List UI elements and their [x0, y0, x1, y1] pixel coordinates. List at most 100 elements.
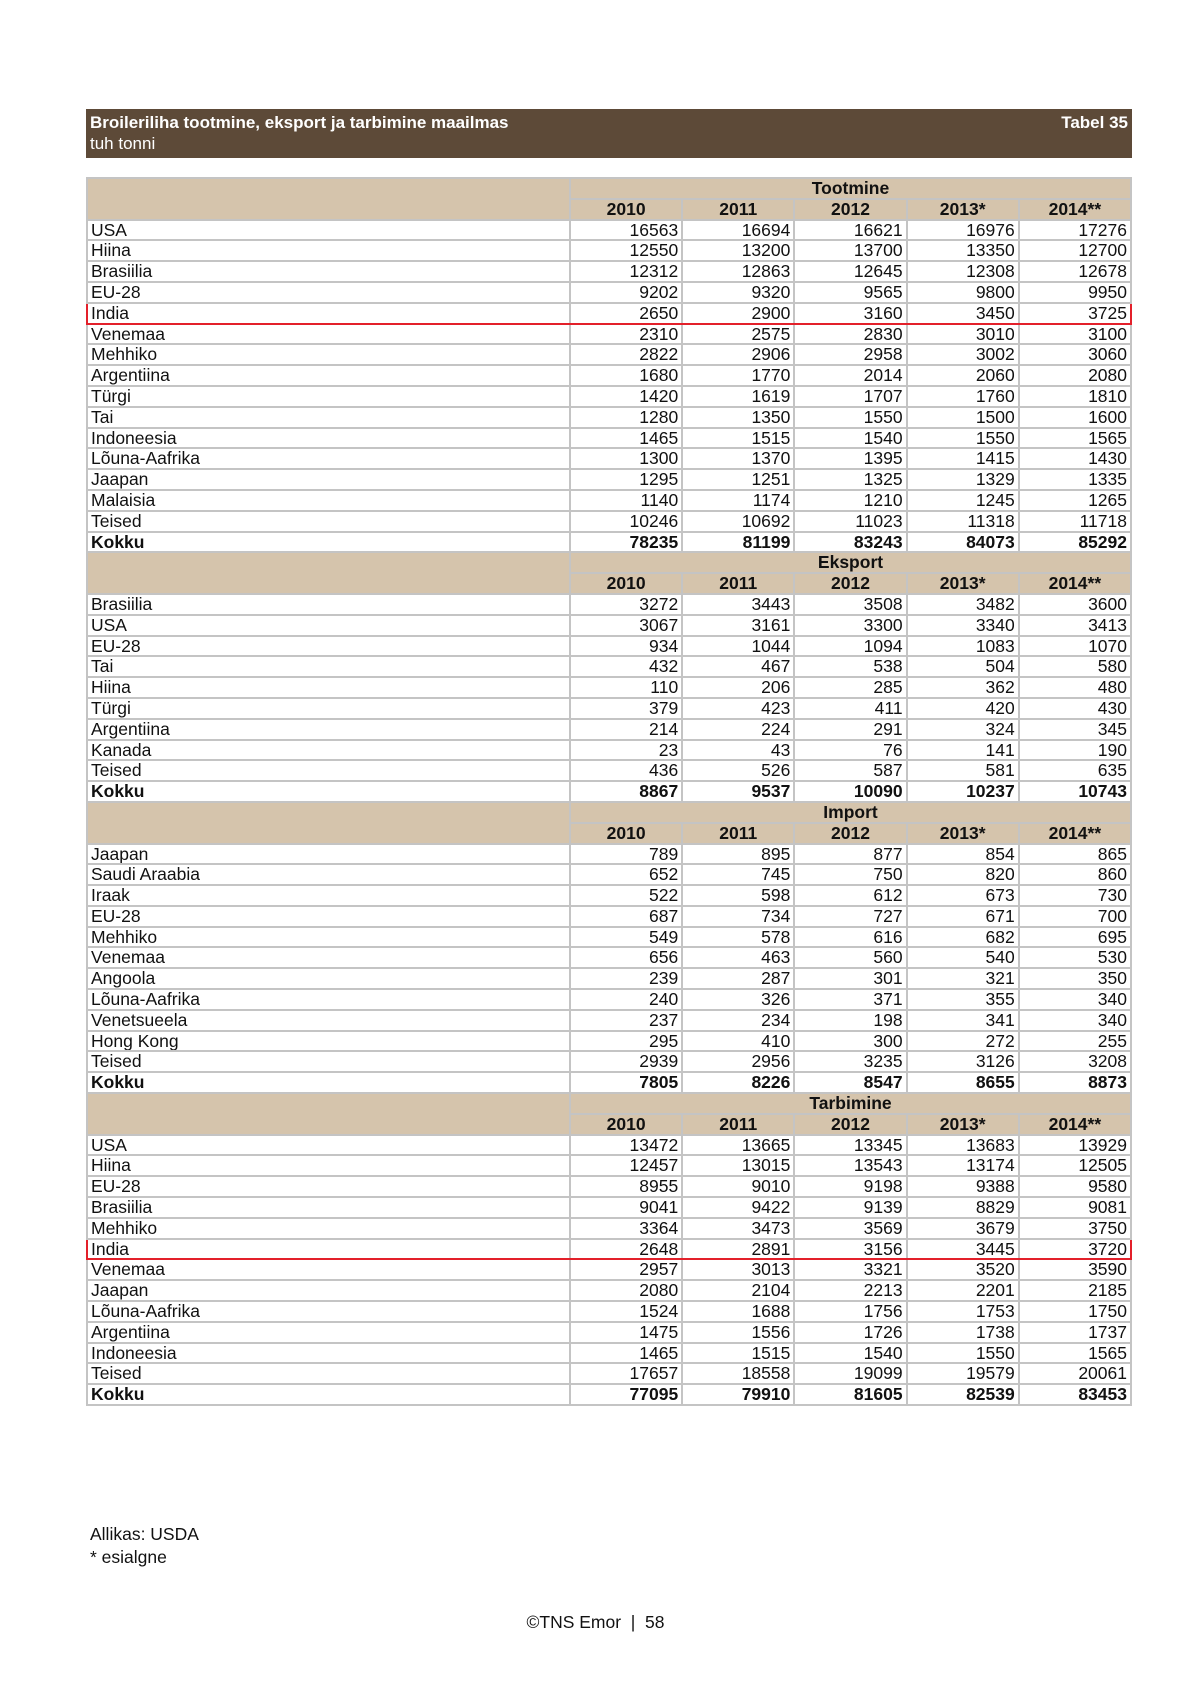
value-cell: 12457	[568, 1154, 684, 1178]
value-cell: 1756	[793, 1300, 908, 1323]
value-cell: 1515	[681, 426, 796, 450]
value-cell: 1329	[905, 468, 1020, 491]
table-row: Brasiilia 9041 9422 9139 8829 9081	[86, 1196, 1133, 1219]
value-cell: 1760	[905, 384, 1020, 408]
value-cell: 9422	[681, 1196, 796, 1219]
table-row: Venemaa 2310 2575 2830 3010 3100	[86, 322, 1133, 346]
value-cell: 3160	[793, 301, 908, 325]
table-row: Venetsueela 237 234 198 341 340	[86, 1008, 1133, 1032]
year-header: 2014**	[1017, 572, 1133, 595]
country-label: Argentiina	[86, 717, 571, 741]
value-cell: 1565	[1017, 426, 1133, 450]
value-cell: 345	[1017, 717, 1133, 741]
value-cell: 2939	[568, 1050, 684, 1074]
value-cell: 11318	[905, 509, 1020, 533]
value-cell: 3321	[793, 1258, 908, 1282]
table-row: Jaapan 789 895 877 854 865	[86, 842, 1133, 866]
value-cell: 350	[1017, 967, 1133, 991]
value-cell: 3013	[681, 1258, 796, 1282]
table-row: EU-28 8955 9010 9198 9388 9580	[86, 1175, 1133, 1199]
value-cell: 587	[793, 759, 908, 783]
value-cell: 504	[905, 655, 1020, 679]
value-cell: 1140	[568, 488, 684, 512]
value-cell: 3750	[1017, 1216, 1133, 1240]
value-cell: 13350	[905, 239, 1020, 263]
section-header: Tarbimine	[86, 1092, 1132, 1136]
table-row: Teised 10246 10692 11023 11318 11718	[86, 509, 1133, 533]
value-cell: 300	[793, 1029, 908, 1053]
year-header-row: 2010 2011 2012 2013* 2014**	[87, 1112, 1133, 1136]
country-label: EU-28	[86, 634, 571, 658]
table-row: Argentiina 1475 1556 1726 1738 1737	[86, 1320, 1133, 1344]
value-cell: 12308	[905, 260, 1020, 283]
value-cell: 598	[681, 884, 796, 907]
country-label: Hiina	[86, 676, 571, 699]
value-cell: 410	[681, 1029, 796, 1053]
value-cell: 581	[905, 759, 1020, 783]
table-row: Türgi 379 423 411 420 430	[86, 696, 1133, 720]
table-row: Argentiina 1680 1770 2014 2060 2080	[86, 364, 1133, 387]
highlighted-row: India 2650 2900 3160 3450 3725	[86, 301, 1133, 325]
table-row: Venemaa 656 463 560 540 530	[86, 946, 1133, 970]
value-cell: 8829	[905, 1196, 1020, 1219]
value-cell: 3482	[905, 592, 1020, 616]
value-cell: 2310	[568, 322, 684, 346]
value-cell: 3679	[905, 1216, 1020, 1240]
year-header: 2013*	[905, 1112, 1020, 1136]
section-title: Eksport	[569, 551, 1132, 575]
value-cell: 340	[1017, 1008, 1133, 1032]
value-cell: 240	[568, 988, 684, 1011]
value-cell: 13683	[905, 1133, 1020, 1157]
value-cell: 934	[568, 634, 684, 658]
value-cell: 8873	[1017, 1071, 1133, 1095]
value-cell: 11023	[793, 509, 908, 533]
value-cell: 9800	[905, 280, 1020, 304]
value-cell: 1556	[681, 1320, 796, 1344]
table-row: EU-28 934 1044 1094 1083 1070	[86, 634, 1133, 658]
country-label: Kokku	[86, 1071, 571, 1095]
value-cell: 8955	[568, 1175, 684, 1199]
value-cell: 578	[681, 925, 796, 949]
country-label: USA	[86, 1133, 571, 1157]
country-label: Türgi	[86, 384, 571, 408]
value-cell: 11718	[1017, 509, 1133, 533]
value-cell: 3002	[905, 343, 1020, 367]
country-label: Brasiilia	[86, 592, 571, 616]
value-cell: 423	[681, 696, 796, 720]
value-cell: 745	[681, 863, 796, 887]
country-label: Saudi Araabia	[86, 863, 571, 887]
value-cell: 3473	[681, 1216, 796, 1240]
value-cell: 3569	[793, 1216, 908, 1240]
country-label: Mehhiko	[86, 1216, 571, 1240]
value-cell: 239	[568, 967, 684, 991]
value-cell: 2201	[905, 1279, 1020, 1303]
value-cell: 411	[793, 696, 908, 720]
value-cell: 1295	[568, 468, 684, 491]
value-cell: 17276	[1017, 218, 1133, 242]
value-cell: 198	[793, 1008, 908, 1032]
country-label: Lõuna-Aafrika	[86, 447, 571, 471]
year-header: 2013*	[905, 821, 1020, 845]
value-cell: 17657	[568, 1362, 684, 1386]
year-header-row: 2010 2011 2012 2013* 2014**	[87, 821, 1133, 845]
value-cell: 3590	[1017, 1258, 1133, 1282]
table-row: Jaapan 1295 1251 1325 1329 1335	[86, 468, 1133, 491]
value-cell: 671	[905, 904, 1020, 928]
table-row: Hiina 12457 13015 13543 13174 12505	[86, 1154, 1133, 1178]
header-blank-cell	[86, 551, 571, 595]
value-cell: 750	[793, 863, 908, 887]
value-cell: 110	[568, 676, 684, 699]
year-header: 2014**	[1017, 821, 1133, 845]
year-header: 2010	[568, 821, 684, 845]
value-cell: 13200	[681, 239, 796, 263]
value-cell: 656	[568, 946, 684, 970]
table-row: Iraak 522 598 612 673 730	[86, 884, 1133, 907]
value-cell: 12505	[1017, 1154, 1133, 1178]
value-cell: 695	[1017, 925, 1133, 949]
country-label: USA	[86, 218, 571, 242]
value-cell: 83243	[793, 530, 908, 554]
source-note: Allikas: USDA	[90, 1524, 199, 1544]
value-cell: 1750	[1017, 1300, 1133, 1323]
value-cell: 79910	[681, 1383, 796, 1407]
value-cell: 1094	[793, 634, 908, 658]
